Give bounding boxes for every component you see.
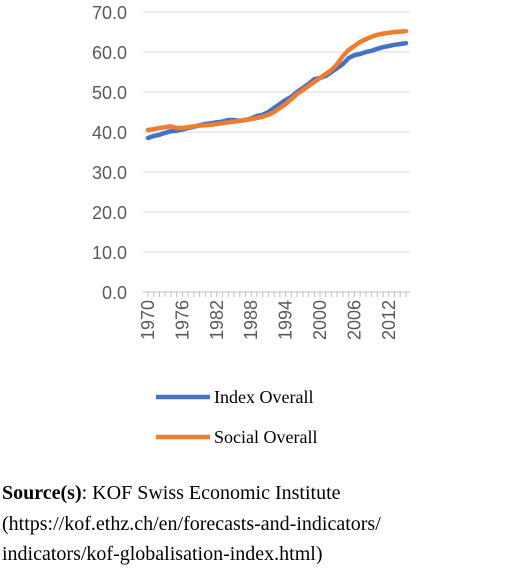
y-tick-label: 50.0 (92, 83, 127, 103)
source-label: Source(s) (2, 482, 82, 504)
legend-label: Index Overall (214, 387, 313, 407)
y-tick-label: 70.0 (92, 3, 127, 23)
x-tick-label: 1988 (241, 300, 261, 340)
x-tick-label: 1976 (172, 300, 192, 340)
x-tick-label: 1994 (276, 300, 296, 340)
source-text: indicators/kof-globalisation-index.html) (2, 543, 323, 565)
series-line (145, 28, 409, 133)
source-text: : KOF Swiss Economic Institute (82, 482, 341, 504)
y-tick-label: 30.0 (92, 163, 127, 183)
y-tick-label: 0.0 (102, 283, 127, 303)
legend-label: Social Overall (214, 427, 317, 447)
x-tick-label: 2000 (310, 300, 330, 340)
y-tick-label: 10.0 (92, 243, 127, 263)
x-tick-label: 1982 (207, 300, 227, 340)
source-line: Source(s): KOF Swiss Economic Institute (2, 482, 341, 504)
source-text: (https://kof.ethz.ch/en/forecasts-and-in… (2, 513, 381, 535)
y-tick-label: 20.0 (92, 203, 127, 223)
y-tick-label: 40.0 (92, 123, 127, 143)
x-tick-label: 1970 (138, 300, 158, 340)
x-tick-label: 2006 (344, 300, 364, 340)
y-tick-label: 60.0 (92, 43, 127, 63)
series-line (145, 40, 409, 141)
x-tick-label: 2012 (379, 300, 399, 340)
